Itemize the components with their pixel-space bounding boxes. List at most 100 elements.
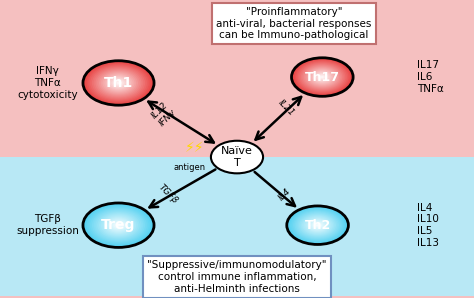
Bar: [0, 157, 474, 296]
Circle shape: [88, 206, 149, 244]
Circle shape: [106, 218, 131, 233]
Circle shape: [117, 82, 120, 84]
Circle shape: [315, 72, 330, 82]
Circle shape: [85, 204, 152, 246]
Text: ⚡⚡: ⚡⚡: [184, 141, 204, 155]
Circle shape: [115, 223, 122, 227]
Circle shape: [292, 209, 344, 242]
Circle shape: [293, 59, 352, 95]
Circle shape: [313, 71, 332, 83]
Circle shape: [315, 223, 321, 227]
Circle shape: [290, 208, 345, 243]
Circle shape: [307, 67, 337, 87]
Circle shape: [95, 69, 142, 97]
Text: TGFβ
suppression: TGFβ suppression: [16, 214, 79, 236]
Text: IL4
IL10
IL5
IL13: IL4 IL10 IL5 IL13: [417, 203, 439, 248]
Circle shape: [109, 220, 128, 231]
Circle shape: [302, 215, 333, 235]
Text: Th1: Th1: [104, 76, 133, 90]
Circle shape: [100, 72, 137, 94]
Text: Naïve
T: Naïve T: [221, 146, 253, 168]
Circle shape: [108, 76, 129, 90]
Circle shape: [301, 215, 335, 236]
Circle shape: [90, 65, 147, 101]
Circle shape: [294, 211, 341, 240]
Circle shape: [308, 219, 327, 231]
Text: IL4: IL4: [276, 186, 292, 202]
Circle shape: [318, 74, 327, 80]
Circle shape: [313, 222, 322, 228]
Circle shape: [316, 224, 319, 226]
Circle shape: [296, 212, 339, 239]
Text: IL21: IL21: [277, 98, 297, 118]
Circle shape: [92, 66, 145, 100]
Circle shape: [86, 63, 151, 103]
Circle shape: [309, 68, 336, 86]
Circle shape: [316, 73, 328, 81]
Circle shape: [305, 218, 330, 233]
Circle shape: [311, 221, 324, 229]
Circle shape: [113, 80, 124, 86]
Circle shape: [302, 65, 342, 90]
Circle shape: [295, 60, 350, 94]
Circle shape: [104, 74, 133, 92]
Circle shape: [307, 218, 328, 232]
Circle shape: [299, 214, 336, 237]
Circle shape: [108, 218, 129, 232]
Circle shape: [104, 216, 133, 234]
Circle shape: [102, 215, 135, 235]
Circle shape: [83, 203, 154, 247]
Circle shape: [311, 70, 333, 84]
Circle shape: [287, 206, 348, 244]
Circle shape: [97, 70, 140, 96]
Circle shape: [92, 209, 145, 242]
Circle shape: [102, 73, 135, 93]
Circle shape: [106, 75, 131, 91]
Circle shape: [299, 63, 346, 91]
Circle shape: [211, 141, 263, 173]
Circle shape: [94, 67, 143, 99]
Circle shape: [115, 81, 122, 85]
Circle shape: [293, 210, 342, 240]
Text: "Proinflammatory"
anti-viral, bacterial responses
can be Immuno-pathological: "Proinflammatory" anti-viral, bacterial …: [216, 7, 372, 40]
Circle shape: [310, 221, 325, 230]
Text: IL12
IFNγ: IL12 IFNγ: [150, 100, 177, 128]
Circle shape: [304, 217, 331, 234]
Circle shape: [90, 207, 147, 243]
Circle shape: [99, 71, 138, 95]
Circle shape: [321, 76, 324, 78]
Circle shape: [111, 79, 126, 87]
Circle shape: [319, 75, 326, 79]
Circle shape: [86, 205, 151, 245]
Circle shape: [296, 61, 348, 93]
Circle shape: [85, 62, 152, 104]
Circle shape: [305, 66, 339, 88]
Circle shape: [88, 64, 149, 102]
Circle shape: [99, 213, 138, 238]
Circle shape: [292, 58, 353, 96]
Circle shape: [310, 69, 335, 85]
Bar: [0, 0, 474, 157]
Text: Treg: Treg: [101, 218, 136, 232]
Text: IFNγ
TNFα
cytotoxicity: IFNγ TNFα cytotoxicity: [17, 66, 78, 100]
Circle shape: [97, 212, 140, 238]
Text: IL17
IL6
TNFα: IL17 IL6 TNFα: [417, 60, 444, 94]
Circle shape: [113, 222, 124, 229]
Circle shape: [95, 211, 142, 240]
Circle shape: [100, 214, 137, 236]
Circle shape: [301, 63, 344, 91]
Text: TGFβ: TGFβ: [157, 183, 180, 206]
Circle shape: [94, 209, 143, 241]
Circle shape: [298, 213, 337, 238]
Circle shape: [304, 66, 341, 89]
Circle shape: [83, 61, 154, 105]
Text: antigen: antigen: [173, 163, 206, 172]
Text: "Suppressive/immunomodulatory"
control immune inflammation,
anti-Helminth infect: "Suppressive/immunomodulatory" control i…: [147, 260, 327, 294]
Text: Th17: Th17: [305, 71, 340, 83]
Circle shape: [117, 224, 120, 226]
Circle shape: [288, 207, 347, 243]
Circle shape: [111, 221, 126, 230]
Circle shape: [298, 62, 347, 92]
Circle shape: [109, 77, 128, 89]
Text: Th2: Th2: [304, 219, 331, 232]
